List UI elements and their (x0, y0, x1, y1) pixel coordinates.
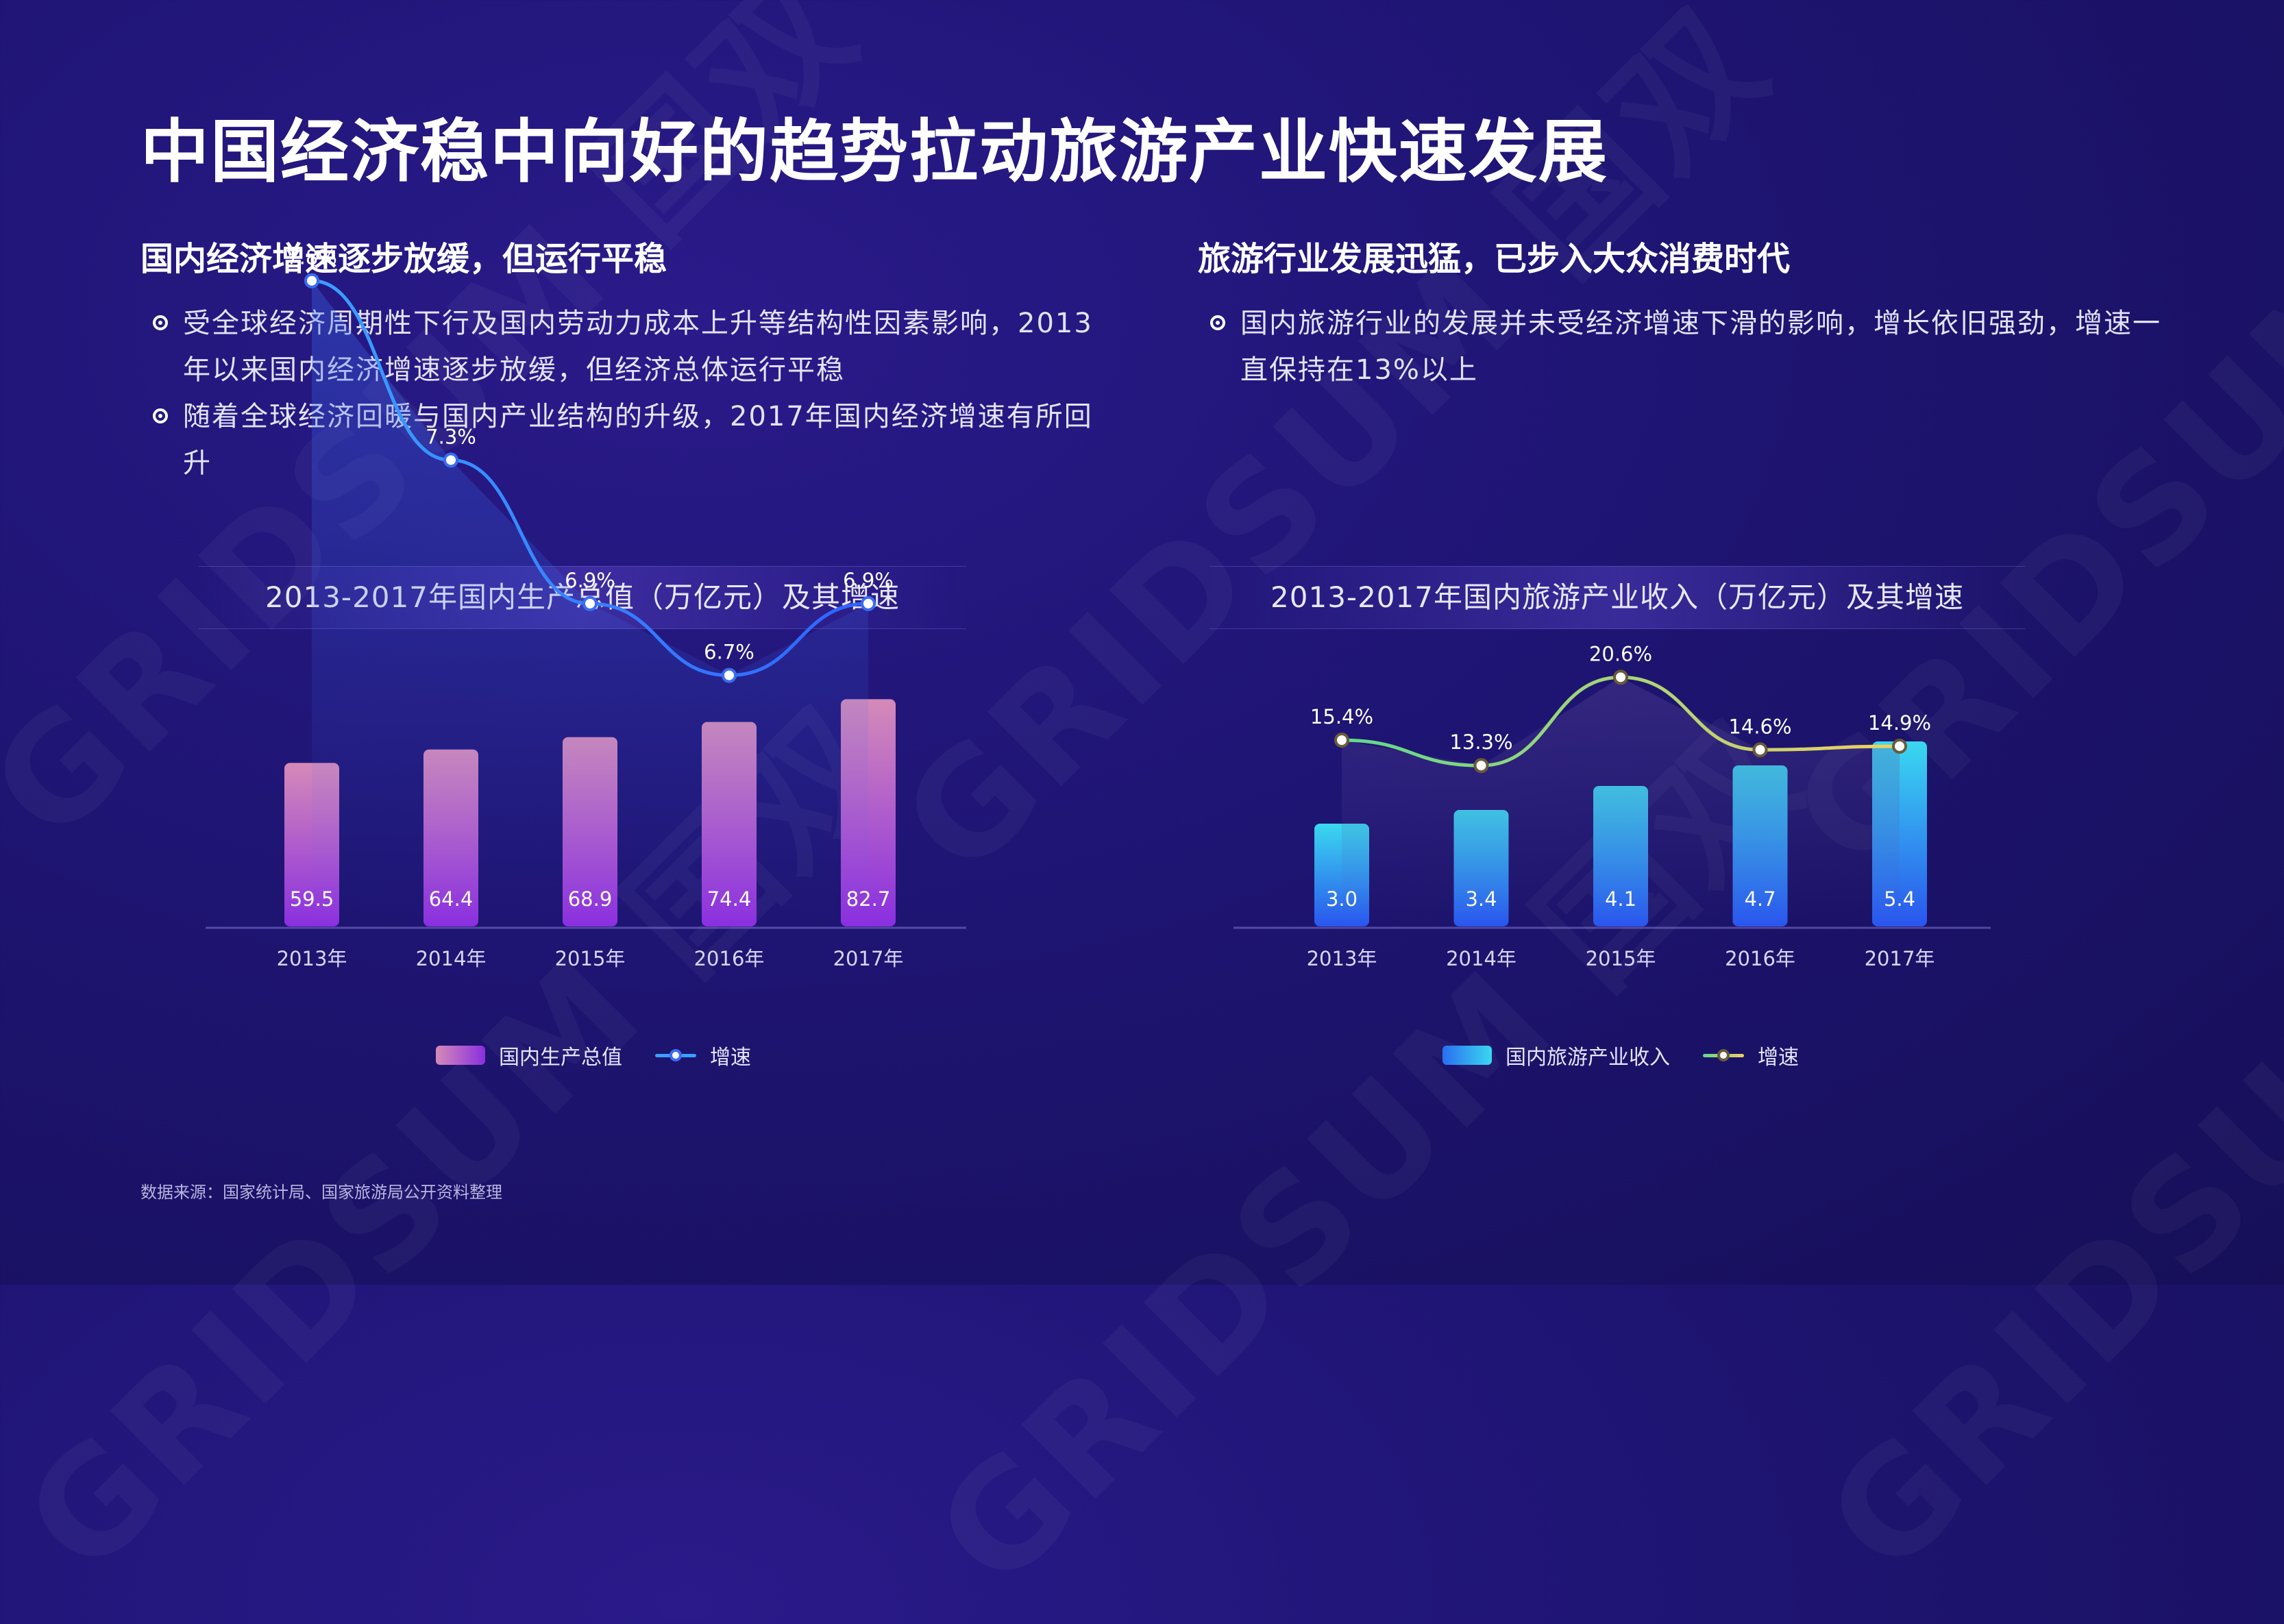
bullet-icon (1210, 315, 1225, 330)
x-tick-label: 2016年 (694, 947, 765, 970)
left-bullets: 受全球经济周期性下行及国内劳动力成本上升等结构性因素影响，2013年以来国内经济… (147, 300, 1107, 487)
growth-point (1613, 669, 1628, 685)
growth-value-label: 15.4% (1310, 705, 1373, 728)
growth-value-label: 6.9% (843, 569, 894, 592)
growth-value-label: 14.9% (1868, 711, 1931, 735)
right-bullets: 国内旅游行业的发展并未受经济增速下滑的影响，增长依旧强劲，增速一直保持在13%以… (1205, 300, 2164, 393)
legend-line-label: 增速 (710, 1046, 751, 1070)
legend-bar-swatch (1442, 1046, 1492, 1065)
growth-value-label: 6.7% (704, 641, 754, 664)
growth-point (1473, 758, 1489, 774)
growth-point (861, 595, 876, 611)
gdp-chart: 59.564.468.974.482.77.8%7.3%6.9%6.7%6.9%… (206, 246, 966, 970)
bullet-text: 国内旅游行业的发展并未受经济增速下滑的影响，增长依旧强劲，增速一直保持在13%以… (1240, 308, 2161, 386)
legend-line-swatch (655, 1046, 696, 1065)
growth-line (311, 279, 869, 678)
right-subtitle: 旅游行业发展迅猛，已步入大众消费时代 (1198, 240, 1791, 278)
bullet-icon (153, 408, 168, 423)
x-tick-label: 2017年 (1865, 947, 1935, 970)
growth-value-label: 7.3% (426, 425, 476, 448)
growth-point (1892, 738, 1907, 754)
line-area (1342, 677, 1900, 926)
page-title: 中国经济稳中向好的趋势拉动旅游产业快速发展 (140, 112, 1608, 192)
x-tick-label: 2017年 (833, 947, 904, 970)
legend-bar-label: 国内生产总值 (499, 1046, 622, 1070)
left-subtitle: 国内经济增速逐步放缓，但运行平稳 (140, 240, 667, 278)
growth-value-label: 6.9% (565, 569, 615, 592)
x-tick-label: 2016年 (1725, 947, 1795, 970)
growth-point (1334, 733, 1349, 748)
growth-value-label: 13.3% (1449, 730, 1512, 754)
x-tick-label: 2015年 (555, 947, 626, 970)
tourism-legend: 国内旅游产业收入 增速 (1442, 1040, 1799, 1070)
growth-point (304, 273, 319, 288)
x-tick-label: 2014年 (1446, 947, 1516, 970)
x-tick-label: 2013年 (1307, 947, 1377, 970)
legend-bar-label: 国内旅游产业收入 (1506, 1046, 1670, 1070)
growth-point (1752, 742, 1768, 758)
growth-value-label: 20.6% (1589, 642, 1652, 665)
tourism-chart: 3.03.44.14.75.415.4%13.3%20.6%14.6%14.9%… (1233, 642, 1991, 970)
tourism-chart-title: 2013-2017年国内旅游产业收入（万亿元）及其增速 (1209, 566, 2025, 629)
legend-line-label: 增速 (1758, 1046, 1799, 1070)
x-tick-label: 2015年 (1586, 947, 1656, 970)
x-tick-label: 2013年 (277, 947, 347, 970)
gdp-legend: 国内生产总值 增速 (436, 1040, 751, 1070)
growth-value-label: 14.6% (1728, 715, 1791, 738)
growth-value-label: 7.8% (286, 246, 337, 269)
legend-bar-swatch (436, 1046, 485, 1065)
data-source: 数据来源：国家统计局、国家旅游局公开资料整理 (140, 1183, 502, 1202)
right-bullet-1: 国内旅游行业的发展并未受经济增速下滑的影响，增长依旧强劲，增速一直保持在13%以… (1205, 300, 2164, 393)
growth-point (582, 595, 598, 611)
x-tick-label: 2014年 (416, 947, 487, 970)
bullet-icon (153, 315, 168, 330)
legend-line-swatch (1703, 1046, 1744, 1065)
growth-point (443, 452, 458, 468)
growth-point (722, 667, 737, 683)
